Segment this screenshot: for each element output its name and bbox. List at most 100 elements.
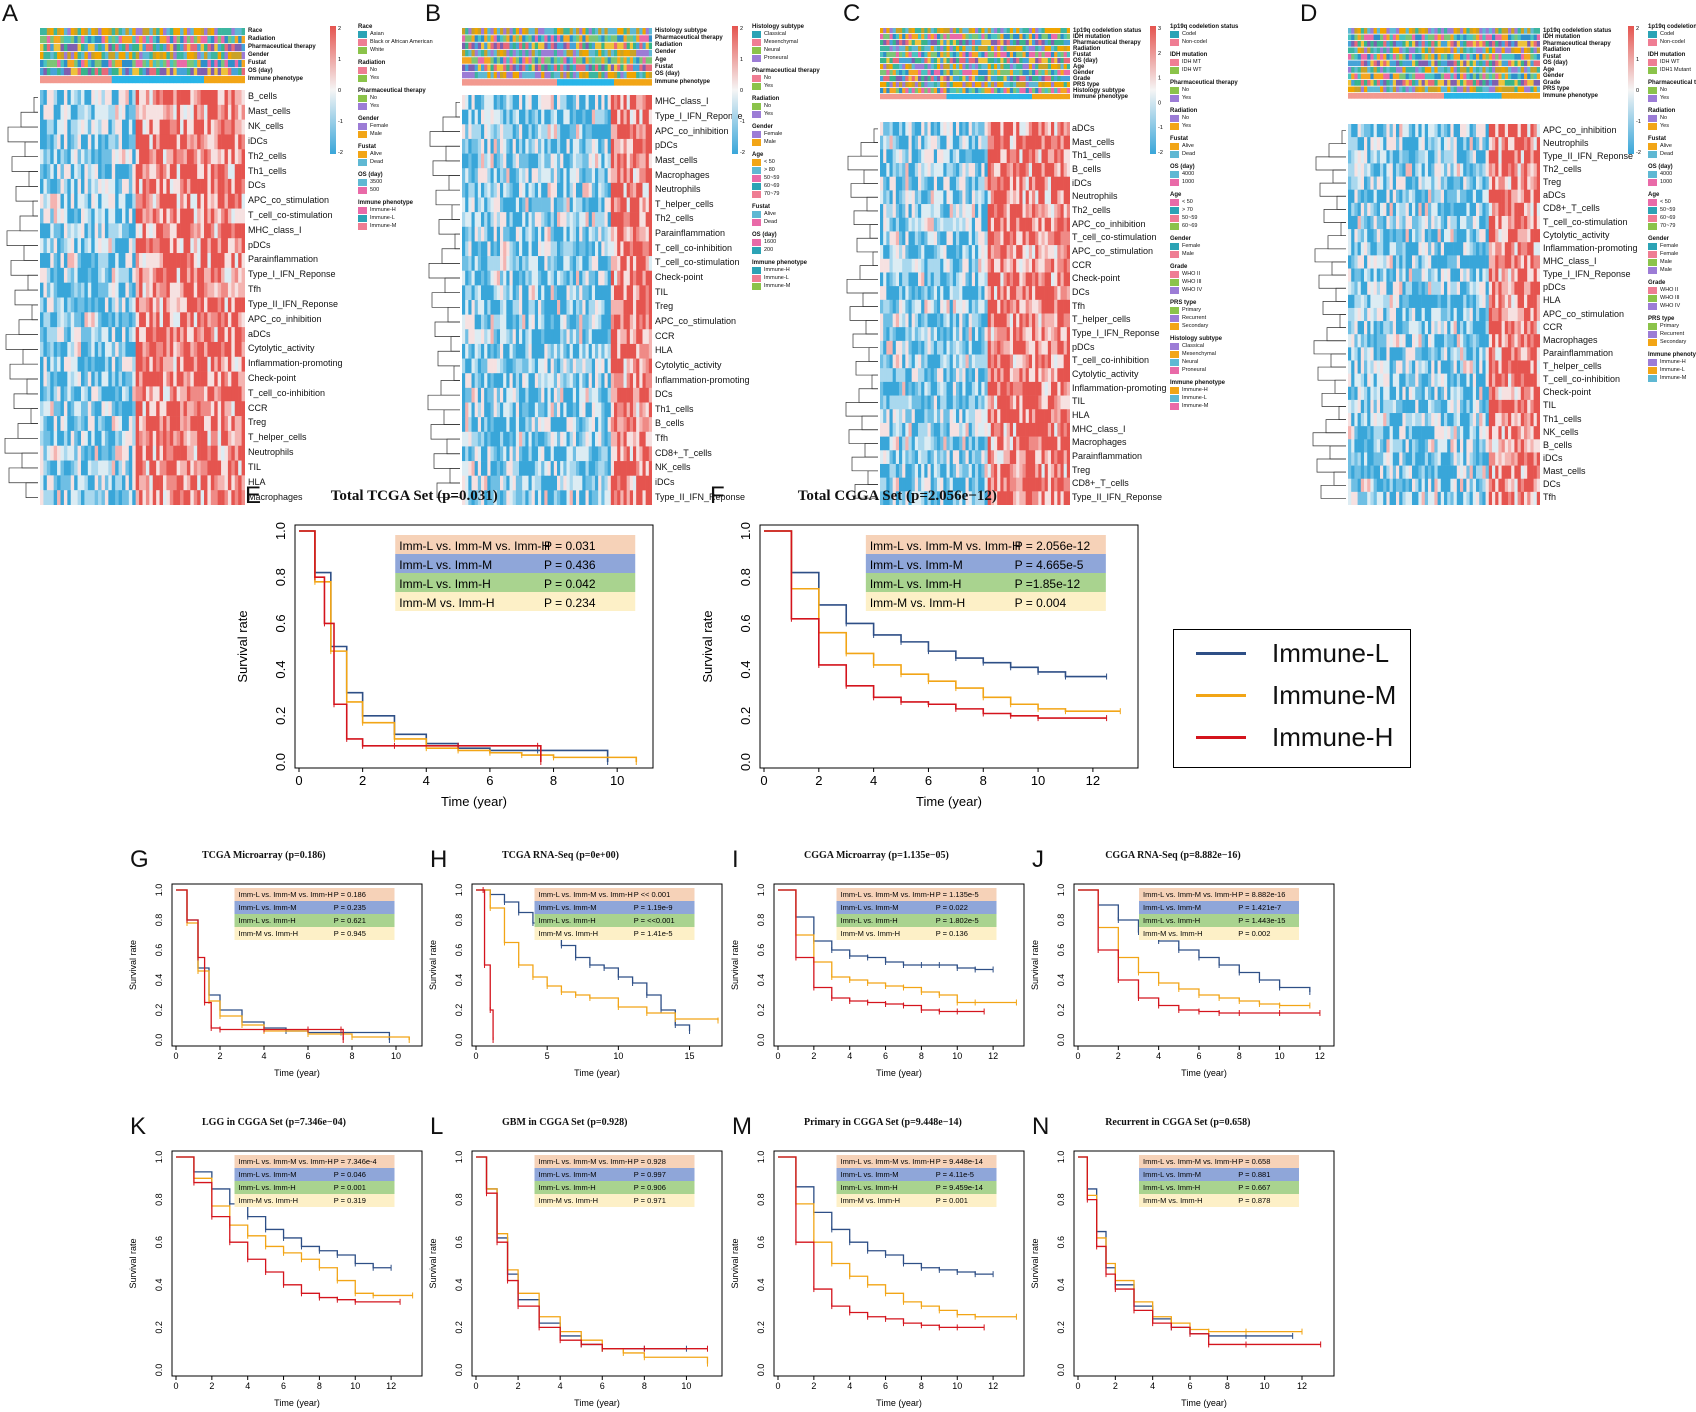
annotation-cell	[1003, 52, 1007, 58]
heat-cell	[481, 446, 485, 462]
heat-cell	[604, 226, 608, 242]
heat-cell	[111, 312, 116, 328]
heat-cell	[214, 371, 218, 387]
heat-cell	[462, 387, 466, 403]
heat-cell	[528, 431, 532, 447]
heat-cell	[519, 256, 523, 272]
annotation-cell	[946, 40, 950, 46]
heat-cell	[569, 490, 574, 505]
annotation-cell	[534, 49, 539, 57]
heat-cell	[512, 95, 517, 110]
heat-cell	[173, 193, 177, 209]
heat-cell	[484, 343, 488, 359]
heat-cell	[166, 134, 171, 150]
heat-cell	[547, 475, 551, 491]
heat-cell	[566, 461, 570, 477]
annotation-cell	[576, 64, 580, 71]
heat-cell	[217, 312, 222, 328]
annotation-cell	[604, 42, 608, 50]
heat-cell	[227, 490, 232, 505]
heat-cell	[496, 343, 501, 359]
heat-cell	[509, 358, 513, 374]
heat-cell	[560, 182, 564, 198]
heat-cell	[588, 475, 593, 491]
heat-cell	[183, 178, 188, 195]
heat-cell	[642, 300, 646, 315]
annotation-cell	[927, 64, 931, 70]
heat-cell	[528, 197, 532, 213]
annotation-label: OS (day)	[248, 67, 273, 74]
annotation-cell	[490, 42, 494, 50]
heat-cell	[541, 212, 545, 228]
heat-cell	[193, 371, 198, 387]
annotation-cell	[481, 79, 485, 86]
annotation-cell	[585, 71, 589, 79]
dendrogram-branch	[453, 365, 460, 381]
heat-cell	[108, 356, 113, 372]
annotation-cell	[595, 42, 599, 50]
heat-cell	[522, 182, 526, 198]
annotation-cell	[1003, 28, 1007, 34]
heat-cell	[595, 402, 599, 418]
heat-cell	[108, 445, 113, 461]
annotation-cell	[515, 49, 520, 57]
heat-cell	[560, 285, 564, 301]
legend-swatch	[358, 150, 367, 158]
heat-cell	[560, 431, 564, 447]
heat-cell	[152, 149, 157, 165]
legend-item-label: Immune-M	[370, 223, 397, 229]
heat-cell	[108, 119, 113, 135]
heat-cell	[186, 193, 191, 209]
heat-cell	[57, 371, 61, 387]
heat-cell	[579, 329, 583, 345]
heat-cell	[101, 149, 106, 165]
heat-cell	[585, 226, 589, 242]
annotation-cell	[648, 71, 652, 79]
heat-cell	[207, 104, 212, 120]
annotation-cell	[471, 57, 475, 64]
annotation-cell	[477, 35, 482, 42]
heat-cell	[617, 300, 621, 315]
heatmap-row-label: Treg	[248, 417, 267, 428]
heat-cell	[629, 490, 634, 505]
heat-cell	[77, 430, 82, 447]
annotation-cell	[193, 76, 198, 84]
heat-cell	[135, 386, 140, 402]
dendrogram-branch	[18, 319, 38, 335]
heat-cell	[648, 329, 652, 345]
annotation-cell	[617, 35, 621, 42]
dendrogram-branch	[15, 185, 38, 202]
annotation-cell	[899, 58, 903, 64]
heat-cell	[519, 182, 523, 198]
heat-cell	[108, 416, 113, 432]
heat-cell	[40, 341, 44, 358]
annotation-cell	[173, 60, 177, 68]
annotation-cell	[468, 57, 472, 64]
heat-cell	[553, 124, 558, 140]
annotation-cell	[990, 40, 995, 46]
annotation-cell	[550, 64, 555, 71]
heat-cell	[534, 212, 539, 228]
heat-cell	[633, 212, 637, 228]
heat-cell	[128, 164, 133, 180]
heat-cell	[84, 223, 89, 239]
heat-cell	[84, 90, 89, 106]
heatmap-row-label: T_cell_co-inhibition	[248, 387, 326, 398]
heat-cell	[46, 490, 51, 505]
heat-cell	[506, 226, 510, 242]
dendrogram-branch	[448, 175, 460, 191]
annotation-cell	[210, 60, 215, 68]
heat-cell	[122, 164, 126, 180]
annotation-cell	[978, 52, 982, 58]
heat-cell	[633, 300, 637, 315]
heat-cell	[506, 314, 510, 330]
annotation-cell	[636, 57, 640, 64]
heat-cell	[152, 371, 157, 387]
heat-cell	[471, 197, 475, 213]
heat-cell	[572, 373, 577, 389]
heat-cell	[629, 387, 634, 403]
annotation-cell	[949, 58, 954, 64]
heat-cell	[111, 490, 116, 505]
heat-cell	[186, 297, 191, 313]
heat-cell	[231, 416, 236, 432]
